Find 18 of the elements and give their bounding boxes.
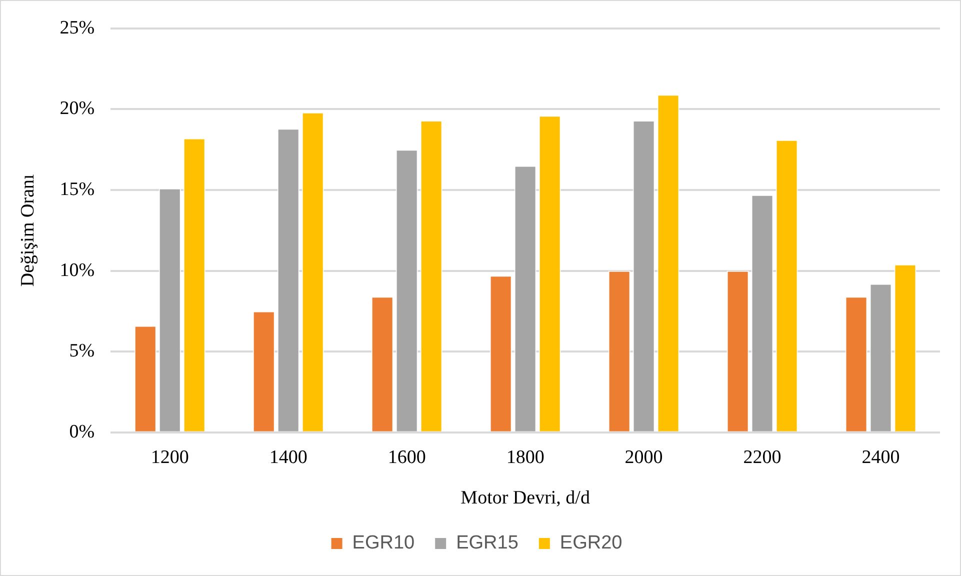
y-tick-label: 10%	[60, 260, 95, 281]
y-tick-label: 5%	[69, 340, 95, 362]
y-tick-label: 0%	[69, 421, 95, 442]
x-tick-label: 1200	[150, 446, 189, 468]
legend-label: EGR15	[456, 532, 518, 554]
y-tick-label: 25%	[60, 17, 95, 38]
x-tick-label: 1400	[269, 446, 308, 468]
legend-label: EGR10	[352, 532, 415, 554]
x-tick-label: 1600	[388, 446, 426, 468]
x-tick-label: 1800	[506, 446, 544, 468]
x-tick-label: 2200	[743, 446, 782, 468]
x-tick-label: 2000	[624, 446, 663, 468]
y-axis-title: Değişim Oranı	[17, 174, 38, 287]
x-axis-title: Motor Devri, d/d	[460, 488, 590, 509]
x-tick-label: 2400	[862, 446, 900, 468]
y-tick-label: 20%	[60, 98, 95, 120]
legend-label: EGR20	[560, 532, 622, 554]
y-tick-label: 15%	[60, 178, 95, 200]
